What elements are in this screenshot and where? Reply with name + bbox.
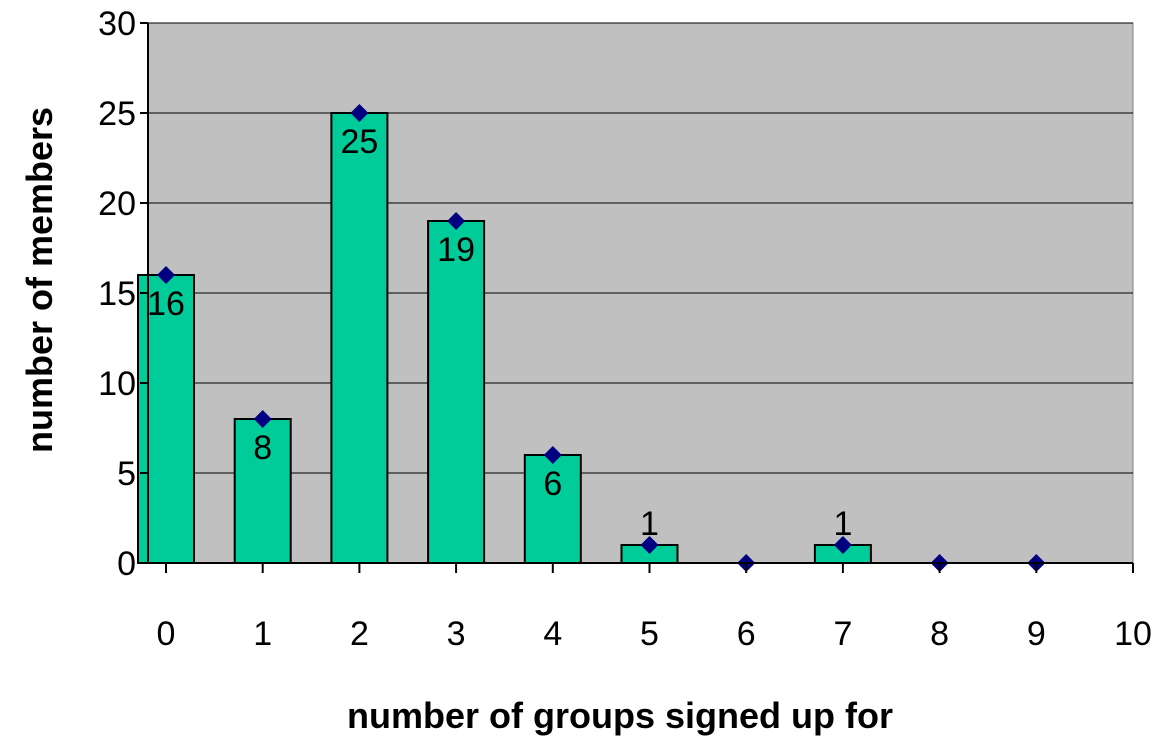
y-tick-label: 20 bbox=[98, 185, 136, 223]
x-tick-label: 9 bbox=[1027, 615, 1046, 653]
data-point-marker bbox=[543, 446, 562, 464]
x-tick-label: 8 bbox=[930, 615, 949, 653]
bar bbox=[523, 454, 582, 564]
y-tick-label: 5 bbox=[117, 455, 136, 493]
data-label: 19 bbox=[437, 231, 475, 269]
y-tick-labels: 0 5 10 15 20 25 30 bbox=[98, 5, 136, 583]
data-point-marker bbox=[447, 212, 466, 230]
data-point-marker bbox=[157, 266, 175, 284]
x-tick-label: 7 bbox=[833, 615, 852, 653]
x-axis-title: number of groups signed up for bbox=[347, 695, 893, 736]
x-tick-label: 4 bbox=[543, 615, 562, 653]
data-point-marker bbox=[833, 536, 852, 554]
data-point-marker bbox=[350, 104, 369, 122]
x-tick-label: 5 bbox=[640, 615, 659, 653]
y-tick-label: 30 bbox=[98, 5, 136, 43]
data-label: 1 bbox=[640, 505, 659, 543]
y-axis-title: number of members bbox=[19, 107, 60, 453]
data-label: 8 bbox=[253, 429, 272, 467]
y-tick-label: 10 bbox=[98, 365, 136, 403]
x-tick-label: 6 bbox=[737, 615, 756, 653]
axes bbox=[140, 22, 1134, 573]
x-tick-label: 2 bbox=[350, 615, 369, 653]
data-label: 1 bbox=[833, 505, 852, 543]
data-point-marker bbox=[640, 536, 659, 554]
x-tick-label: 0 bbox=[157, 615, 176, 653]
gridlines bbox=[148, 22, 1133, 474]
markers bbox=[157, 104, 1046, 572]
y-tick-label: 0 bbox=[117, 545, 136, 583]
x-tick-label: 10 bbox=[1114, 615, 1152, 653]
data-labels: 16 8 25 19 6 1 1 bbox=[147, 123, 852, 543]
data-label: 6 bbox=[543, 465, 562, 503]
data-point-marker bbox=[253, 410, 272, 428]
bar bbox=[427, 220, 486, 564]
x-tick-label: 3 bbox=[447, 615, 466, 653]
data-label: 16 bbox=[147, 285, 185, 323]
x-tick-label: 1 bbox=[253, 615, 272, 653]
y-tick-label: 25 bbox=[98, 95, 136, 133]
data-label: 25 bbox=[340, 123, 378, 161]
bar bbox=[330, 112, 389, 564]
y-tick-label: 15 bbox=[98, 275, 136, 313]
bar bbox=[233, 418, 292, 564]
x-tick-labels: 0 1 2 3 4 5 6 7 8 9 10 bbox=[157, 615, 1152, 653]
